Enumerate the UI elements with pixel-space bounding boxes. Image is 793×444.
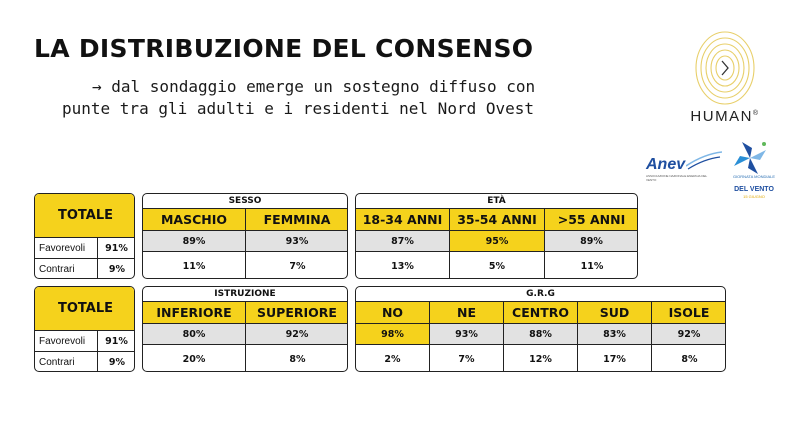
subtitle-line-2: punte tra gli adulti e i residenti nel N… — [62, 99, 535, 118]
favorevoli-no: 98% — [356, 324, 430, 345]
header-55-plus: >55 ANNI — [545, 209, 637, 231]
header-35-54: 35-54 ANNI — [450, 209, 545, 231]
favorevoli-55-plus: 89% — [545, 231, 637, 252]
anev-logo: Anev ASSOCIAZIONE NAZIONALE ENERGIA DEL … — [646, 150, 722, 182]
favorevoli-value: 91% — [98, 238, 134, 259]
contrari-superiore: 8% — [289, 353, 306, 365]
istruzione-box: ISTRUZIONE INFERIORE SUPERIORE 80% 92% 2… — [142, 286, 348, 372]
subtitle-line-1: → dal sondaggio emerge un sostegno diffu… — [92, 77, 536, 96]
page-subtitle: → dal sondaggio emerge un sostegno diffu… — [62, 76, 662, 120]
contrari-18-34: 13% — [356, 252, 450, 278]
contrari-label: Contrari — [35, 352, 98, 371]
contrari-centro: 12% — [504, 345, 578, 371]
contrari-value: 9% — [108, 357, 126, 368]
totale-title: TOTALE — [35, 287, 134, 331]
contrari-maschio: 11% — [143, 252, 246, 278]
favorevoli-18-34: 87% — [356, 231, 450, 252]
anev-subtitle: ASSOCIAZIONE NAZIONALE ENERGIA DEL VENTO — [646, 174, 708, 182]
header-maschio: MASCHIO — [143, 209, 246, 231]
favorevoli-label: Favorevoli — [35, 238, 98, 259]
anev-wordmark: Anev — [646, 156, 686, 173]
contrari-label: Contrari — [35, 259, 98, 278]
header-isole: ISOLE — [652, 302, 725, 324]
eta-title: ETÀ — [356, 194, 637, 209]
favorevoli-femmina: 93% — [246, 231, 347, 252]
contrari-value: 9% — [108, 264, 126, 275]
contrari-55-plus: 11% — [580, 260, 604, 272]
human-wordmark: HUMAN® — [690, 108, 760, 125]
header-femmina: FEMMINA — [246, 209, 347, 231]
eta-box: ETÀ 18-34 ANNI 35-54 ANNI >55 ANNI 87% 9… — [355, 193, 638, 279]
totale-title: TOTALE — [35, 194, 134, 238]
favorevoli-centro: 88% — [504, 324, 578, 345]
contrari-inferiore: 20% — [143, 345, 246, 371]
contrari-ne: 7% — [430, 345, 504, 371]
grg-title: G.R.G — [356, 287, 725, 302]
header-centro: CENTRO — [504, 302, 578, 324]
totale-box-2: TOTALE Favorevoli 91% Contrari 9% — [34, 286, 135, 372]
favorevoli-maschio: 89% — [143, 231, 246, 252]
favorevoli-label: Favorevoli — [35, 331, 98, 352]
fingerprint-icon — [695, 31, 755, 105]
favorevoli-isole: 92% — [652, 324, 725, 345]
header-18-34: 18-34 ANNI — [356, 209, 450, 231]
human-logo: HUMAN® — [688, 30, 762, 130]
favorevoli-sud: 83% — [578, 324, 652, 345]
vento-date-text: 15 GIUGNO — [743, 194, 765, 199]
contrari-isole: 8% — [681, 353, 698, 365]
totale-box-1: TOTALE Favorevoli 91% Contrari 9% — [34, 193, 135, 279]
header-ne: NE — [430, 302, 504, 324]
header-no: NO — [356, 302, 430, 324]
istruzione-title: ISTRUZIONE — [143, 287, 347, 302]
favorevoli-superiore: 92% — [246, 324, 347, 345]
page-title: LA DISTRIBUZIONE DEL CONSENSO — [34, 34, 534, 63]
wind-swoosh-icon — [686, 151, 722, 170]
sesso-box: SESSO MASCHIO FEMMINA 89% 93% 11% 7% — [142, 193, 348, 279]
vento-top-text: GIORNATA MONDIALE — [732, 174, 776, 179]
contrari-no: 2% — [356, 345, 430, 371]
header-superiore: SUPERIORE — [246, 302, 347, 324]
favorevoli-ne: 93% — [430, 324, 504, 345]
contrari-35-54: 5% — [450, 252, 545, 278]
favorevoli-35-54: 95% — [450, 231, 545, 252]
header-sud: SUD — [578, 302, 652, 324]
grg-box: G.R.G NO NE CENTRO SUD ISOLE 98% 93% 88%… — [355, 286, 726, 372]
header-inferiore: INFERIORE — [143, 302, 246, 324]
pinwheel-icon — [734, 142, 766, 174]
vento-logo: GIORNATA MONDIALE DEL VENTO 15 GIUGNO — [724, 138, 784, 208]
contrari-sud: 17% — [578, 345, 652, 371]
vento-main-text: DEL VENTO — [734, 186, 774, 193]
sesso-title: SESSO — [143, 194, 347, 209]
contrari-femmina: 7% — [289, 260, 306, 272]
favorevoli-value: 91% — [98, 331, 134, 352]
favorevoli-inferiore: 80% — [143, 324, 246, 345]
